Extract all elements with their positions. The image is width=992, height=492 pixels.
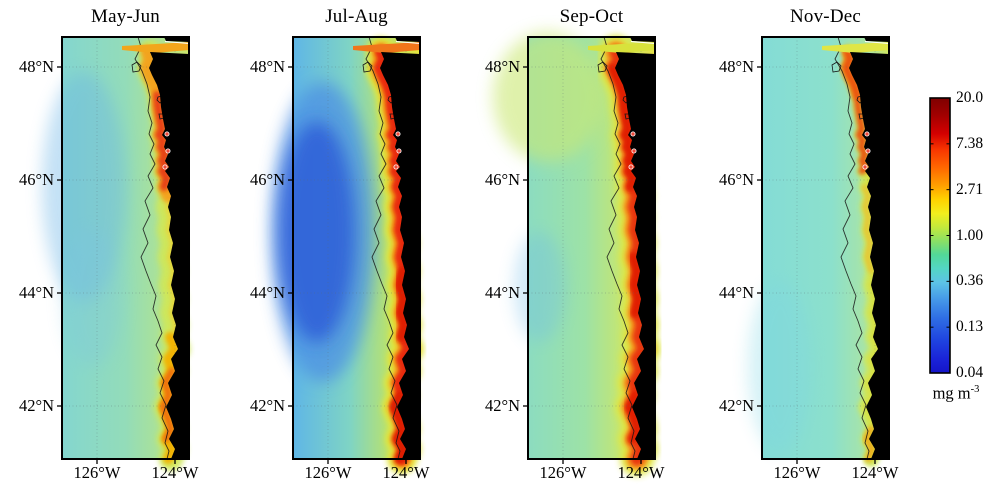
lon-tick-label: 126°W xyxy=(304,463,352,482)
lat-tick-label: 48°N xyxy=(249,57,285,76)
colorbar-frame xyxy=(929,97,951,374)
lat-tick-label: 44°N xyxy=(718,283,754,302)
lat-tick-label: 46°N xyxy=(249,170,285,189)
shelf-contour-line xyxy=(600,36,636,460)
vancouver-island-land xyxy=(395,37,420,42)
estuary-marker xyxy=(165,148,171,154)
estuary-marker xyxy=(395,131,401,137)
strait-of-juan-de-fuca-water xyxy=(822,42,889,53)
colorbar-unit-exponent: -3 xyxy=(970,384,980,395)
contour-loop xyxy=(362,61,373,73)
land-mass xyxy=(615,52,655,459)
panel-frame xyxy=(527,36,656,460)
map-panel xyxy=(42,36,190,471)
colorbar-gradient xyxy=(930,98,950,373)
coastal-bloom-hotspot xyxy=(863,426,875,462)
lon-tick-label: 124°W xyxy=(617,463,665,482)
land-mass xyxy=(380,52,420,459)
coastal-bloom-hotspot xyxy=(394,266,409,342)
lon-tick-label: 124°W xyxy=(151,463,199,482)
estuary-marker xyxy=(631,148,637,154)
offshore-water-patch xyxy=(514,232,566,342)
estuary-marker xyxy=(865,148,871,154)
lon-tick-label: 126°W xyxy=(773,463,821,482)
estuary-marker xyxy=(164,131,170,137)
lat-tick-label: 44°N xyxy=(484,283,520,302)
strait-of-juan-de-fuca-water xyxy=(588,42,655,53)
coast-highlight-sliver xyxy=(395,40,421,45)
lon-tick-label: 126°W xyxy=(539,463,587,482)
panel-frame xyxy=(61,36,190,460)
coastal-bloom-hotspot xyxy=(861,184,874,274)
lat-tick-label: 48°N xyxy=(484,57,520,76)
lat-tick-label: 48°N xyxy=(18,57,54,76)
contour-loop xyxy=(131,61,142,73)
lat-tick-label: 42°N xyxy=(18,396,54,415)
estuary-marker xyxy=(393,164,399,170)
estuary-marker xyxy=(396,148,402,154)
vancouver-island-land xyxy=(164,37,189,42)
lon-tick-label: 124°W xyxy=(851,463,899,482)
lat-tick-label: 48°N xyxy=(718,57,754,76)
lat-tick-label: 42°N xyxy=(718,396,754,415)
colorbar-tick-label: 7.38 xyxy=(956,134,984,152)
estuary-marker xyxy=(864,131,870,137)
lat-tick-label: 46°N xyxy=(18,170,54,189)
estuary-marker xyxy=(630,131,636,137)
panel-title: Sep-Oct xyxy=(559,6,624,27)
contour-loop xyxy=(597,61,608,73)
colorbar-tick-label: 0.04 xyxy=(956,364,984,381)
coastal-bloom-hotspot xyxy=(159,367,176,443)
lat-tick-label: 42°N xyxy=(249,396,285,415)
colorbar-tick-label: 2.71 xyxy=(956,180,984,198)
estuary-marker xyxy=(162,164,168,170)
coastal-bloom-hotspot xyxy=(389,390,408,464)
land-mass xyxy=(149,52,189,459)
lon-tick-label: 126°W xyxy=(73,463,121,482)
offshore-water-patch xyxy=(748,282,812,452)
vancouver-island-land xyxy=(864,37,889,42)
lat-tick-label: 46°N xyxy=(484,170,520,189)
colorbar-tick-label: 0.36 xyxy=(956,272,984,290)
lat-tick-label: 44°N xyxy=(249,283,285,302)
colorbar xyxy=(929,97,951,374)
shelf-contour-line xyxy=(134,36,170,460)
colorbar-unit: mg m-3 xyxy=(906,380,992,404)
map-panel xyxy=(748,36,890,467)
colorbar-unit-base: mg m xyxy=(932,383,971,403)
lat-tick-label: 44°N xyxy=(18,283,54,302)
shelf-contour-line xyxy=(365,36,401,460)
panel-title: Jul-Aug xyxy=(325,6,388,27)
coast-highlight-sliver xyxy=(164,40,190,45)
colorbar-tick-label: 0.13 xyxy=(956,318,984,336)
map-panel xyxy=(493,32,661,476)
colorbar-tick-label: 1.00 xyxy=(956,226,984,244)
contour-loop xyxy=(831,61,842,73)
offshore-water-patch xyxy=(62,227,122,367)
coastal-bloom-hotspot xyxy=(628,252,643,318)
panel-frame xyxy=(761,36,890,460)
panel-title: May-Jun xyxy=(91,6,160,27)
shelf-contour-line xyxy=(834,36,870,460)
panel-frame xyxy=(292,36,421,460)
colorbar-tick-label: 20.0 xyxy=(956,89,984,106)
strait-of-juan-de-fuca-water xyxy=(353,42,420,53)
coast-highlight-sliver xyxy=(864,40,890,45)
map-panel xyxy=(271,36,424,474)
lat-tick-label: 46°N xyxy=(718,170,754,189)
strait-of-juan-de-fuca-water xyxy=(122,42,189,53)
offshore-water-patch xyxy=(279,122,355,342)
estuary-marker xyxy=(862,164,868,170)
estuary-marker xyxy=(628,164,634,170)
land-mass xyxy=(849,52,889,459)
vancouver-island-land xyxy=(630,37,655,42)
lat-tick-label: 42°N xyxy=(484,396,520,415)
coastal-bloom-hotspot xyxy=(842,48,870,175)
offshore-water-patch xyxy=(493,32,603,162)
panel-title: Nov-Dec xyxy=(789,6,862,27)
coast-highlight-sliver xyxy=(630,40,656,45)
lon-tick-label: 124°W xyxy=(382,463,430,482)
